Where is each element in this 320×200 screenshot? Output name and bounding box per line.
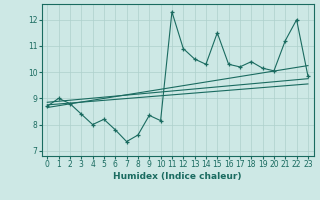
X-axis label: Humidex (Indice chaleur): Humidex (Indice chaleur) (113, 172, 242, 181)
